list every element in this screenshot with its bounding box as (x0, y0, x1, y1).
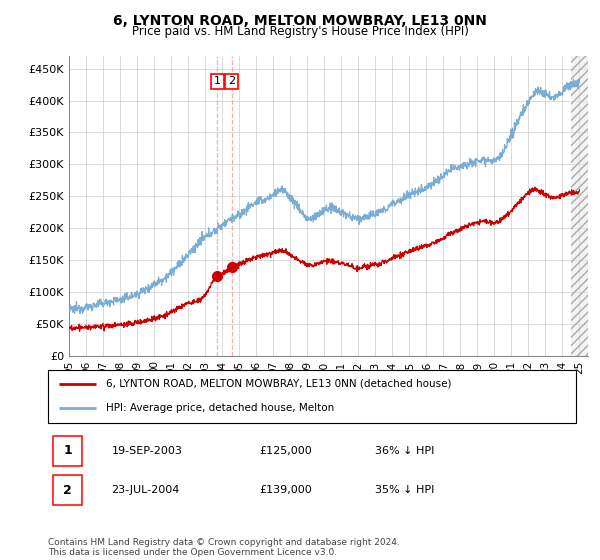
Text: 1: 1 (64, 444, 72, 458)
Text: Price paid vs. HM Land Registry's House Price Index (HPI): Price paid vs. HM Land Registry's House … (131, 25, 469, 38)
Text: 19-SEP-2003: 19-SEP-2003 (112, 446, 182, 456)
Text: 6, LYNTON ROAD, MELTON MOWBRAY, LE13 0NN (detached house): 6, LYNTON ROAD, MELTON MOWBRAY, LE13 0NN… (106, 379, 452, 389)
Bar (571, 56, 588, 356)
FancyBboxPatch shape (53, 475, 82, 505)
Text: 35% ↓ HPI: 35% ↓ HPI (376, 485, 435, 495)
Text: 1: 1 (214, 77, 221, 86)
Text: 2: 2 (228, 77, 235, 86)
FancyBboxPatch shape (48, 370, 576, 423)
Text: £125,000: £125,000 (259, 446, 312, 456)
Text: Contains HM Land Registry data © Crown copyright and database right 2024.
This d: Contains HM Land Registry data © Crown c… (48, 538, 400, 557)
FancyBboxPatch shape (53, 436, 82, 466)
Text: 6, LYNTON ROAD, MELTON MOWBRAY, LE13 0NN: 6, LYNTON ROAD, MELTON MOWBRAY, LE13 0NN (113, 14, 487, 28)
Text: 2: 2 (64, 483, 72, 497)
Bar (571, 56, 588, 356)
Text: 36% ↓ HPI: 36% ↓ HPI (376, 446, 435, 456)
Text: £139,000: £139,000 (259, 485, 312, 495)
Text: HPI: Average price, detached house, Melton: HPI: Average price, detached house, Melt… (106, 403, 334, 413)
Text: 23-JUL-2004: 23-JUL-2004 (112, 485, 180, 495)
